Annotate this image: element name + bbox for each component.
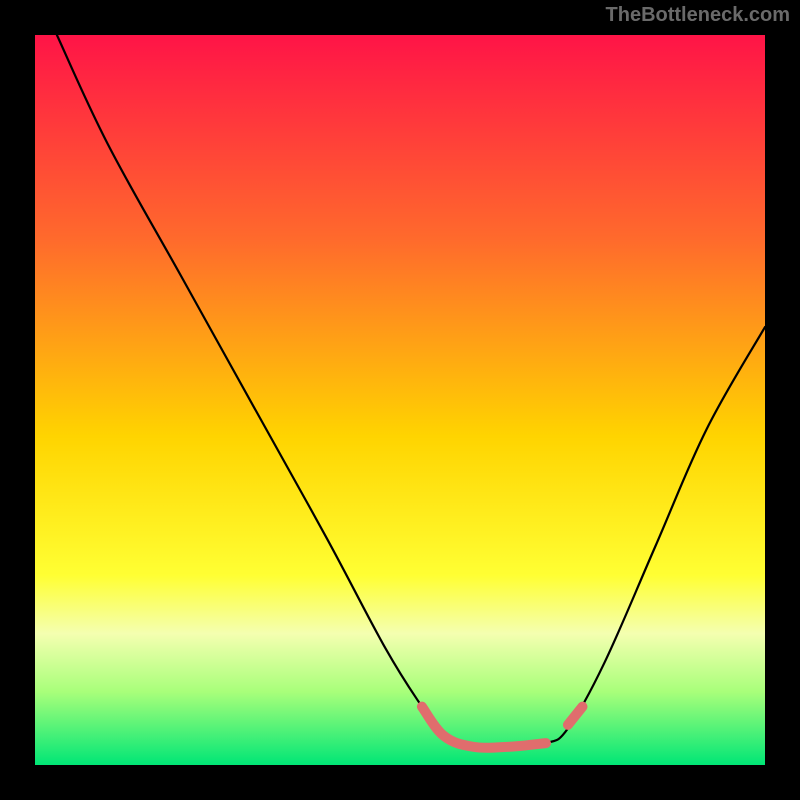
watermark: TheBottleneck.com [606,4,790,27]
gradient-background [35,35,765,765]
chart-frame: TheBottleneck.com [0,0,800,800]
plot-area [35,35,765,765]
